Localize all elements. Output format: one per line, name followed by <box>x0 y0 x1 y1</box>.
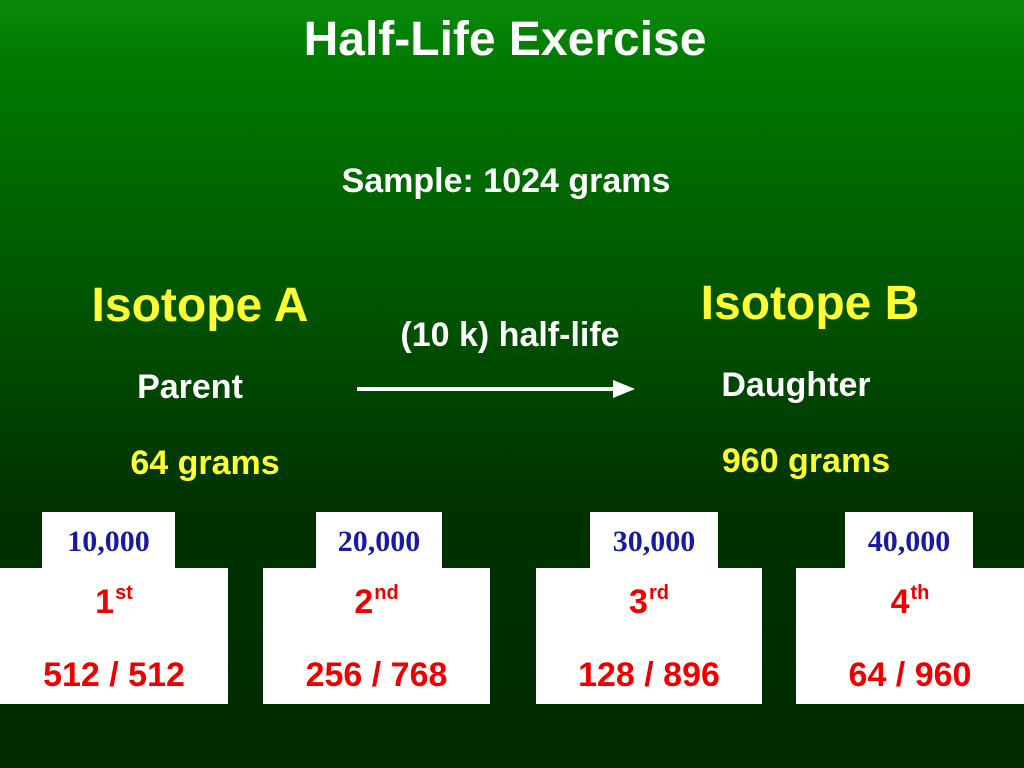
half-life-3-ratio: 128 / 896 <box>578 656 720 694</box>
slide-title: Half-Life Exercise <box>303 13 707 66</box>
half-life-1-card: 1st 512 / 512 <box>0 568 228 704</box>
half-life-2-years: 20,000 <box>316 512 442 568</box>
half-life-4-years: 40,000 <box>845 512 973 568</box>
half-life-2-card: 2nd 256 / 768 <box>263 568 490 704</box>
half-life-1-suffix: st <box>115 582 133 604</box>
isotope-b-role: Daughter <box>721 366 871 404</box>
half-life-1-ratio: 512 / 512 <box>43 656 185 694</box>
isotope-a-role: Parent <box>137 368 243 406</box>
right-arrow-icon <box>357 380 635 398</box>
half-life-4-ordinal: 4th <box>890 582 930 621</box>
isotope-a-name: Isotope A <box>91 279 309 332</box>
half-life-4-card: 4th 64 / 960 <box>796 568 1024 704</box>
half-life-2-ratio: 256 / 768 <box>305 656 448 694</box>
half-life-3-suffix: rd <box>648 582 669 604</box>
isotope-b-grams: 960 grams <box>721 442 891 480</box>
half-life-2-suffix: nd <box>374 582 399 604</box>
half-life-3-years: 30,000 <box>590 512 718 568</box>
half-life-1-ordinal: 1st <box>95 582 133 621</box>
half-life-3-ordinal: 3rd <box>629 582 669 621</box>
isotope-b-name: Isotope B <box>700 277 920 330</box>
half-life-3-card: 3rd 128 / 896 <box>536 568 762 704</box>
half-life-4-ratio: 64 / 960 <box>848 656 972 694</box>
half-life-1-years: 10,000 <box>42 512 175 568</box>
half-life-4-suffix: th <box>910 582 930 604</box>
sample-mass: Sample: 1024 grams <box>341 162 671 200</box>
half-life-label: (10 k) half-life <box>400 316 620 354</box>
isotope-a-grams: 64 grams <box>130 444 280 482</box>
half-life-2-ordinal: 2nd <box>354 582 399 621</box>
